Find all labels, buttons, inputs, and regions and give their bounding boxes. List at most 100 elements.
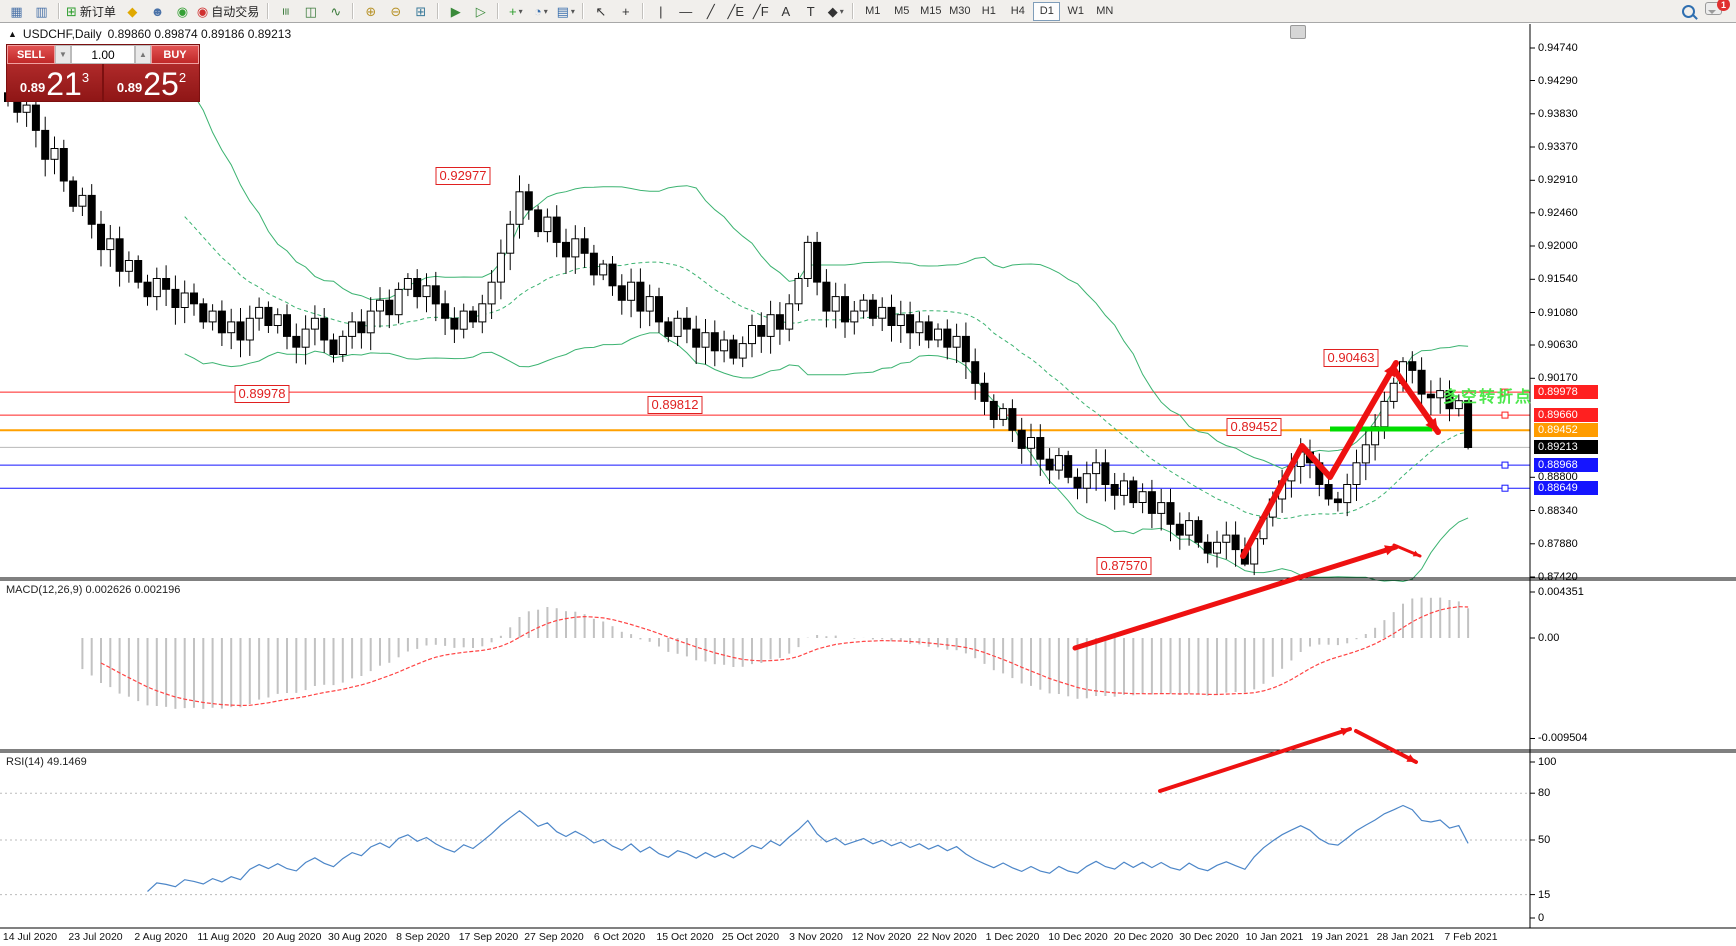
trendline-icon[interactable]: ╱ (706, 3, 715, 19)
hline-marker[interactable] (1501, 388, 1509, 396)
price-flag[interactable]: 0.92977 (435, 167, 491, 185)
auto-trading-label: 自动交易 (211, 4, 260, 19)
chevron-down-icon[interactable]: ▾ (839, 6, 844, 16)
timeframe-h1-button[interactable]: H1 (981, 5, 996, 17)
bollinger-middle-band (184, 216, 1469, 520)
bollinger-lower-band (184, 332, 1469, 583)
indicators-folder-icon[interactable]: ◆ (127, 3, 138, 19)
rsi-arrow-down[interactable] (1354, 729, 1418, 764)
macd-title: MACD(12,26,9) (6, 584, 83, 596)
timeframe-w1-button[interactable]: W1 (1067, 5, 1085, 17)
macd-axis-label: 0.00 (1538, 632, 1560, 644)
sell-price[interactable]: 0.89 21 3 (7, 64, 104, 101)
timeframe-mn-button[interactable]: MN (1096, 5, 1114, 17)
trend-arrow-down[interactable] (1390, 365, 1441, 435)
line-chart-type-icon[interactable]: ∿ (330, 3, 342, 19)
sell-price-point: 3 (81, 70, 90, 85)
search-icon[interactable] (1682, 4, 1695, 18)
date-axis-label: 10 Dec 2020 (1048, 931, 1108, 943)
crosshair-icon[interactable]: + (621, 3, 630, 19)
candles (4, 88, 1473, 576)
sell-price-pips: 21 (46, 66, 82, 103)
fibonacci-icon[interactable]: ╱F (752, 3, 769, 19)
date-axis-label: 28 Jan 2021 (1376, 931, 1435, 943)
market-watch-icon[interactable]: ▥ (35, 3, 48, 19)
toolbar-separator (497, 3, 500, 19)
charts-panel-icon[interactable]: ▦ (10, 3, 23, 19)
price-flag[interactable]: 0.87570 (1096, 557, 1152, 575)
auto-scroll-icon[interactable]: ▶ (450, 3, 461, 19)
notifications-icon[interactable]: 1 (1705, 0, 1730, 20)
tile-windows-icon[interactable]: ⊞ (415, 3, 427, 19)
periods-icon[interactable]: ◔ ▾ (533, 3, 548, 19)
timeframe-m1-button[interactable]: M1 (865, 5, 881, 17)
hline-marker[interactable] (1501, 484, 1509, 492)
signals-icon[interactable]: ◉ (176, 3, 189, 19)
buy-button[interactable]: BUY (151, 45, 199, 64)
price-axis-label: 0.87420 (1538, 571, 1578, 584)
horizontal-line-icon[interactable]: — (679, 3, 693, 19)
price-flag[interactable]: 0.89978 (234, 385, 290, 403)
rsi-arrow-up[interactable] (1158, 727, 1352, 793)
buy-price[interactable]: 0.89 25 2 (104, 64, 199, 101)
date-axis-label: 25 Oct 2020 (721, 931, 780, 943)
timeframe-d1-button[interactable]: D1 (1033, 1, 1061, 21)
price-axis-label: 0.88340 (1538, 504, 1578, 517)
chart-window-icon[interactable]: ☻ (150, 3, 165, 19)
lot-increase-button[interactable]: ▲ (135, 45, 151, 64)
price-level-badge: 0.89978 (1534, 385, 1598, 400)
vertical-line-icon[interactable]: | (659, 3, 663, 19)
candle-chart-type-icon[interactable]: ◫ (304, 3, 317, 19)
templates-icon[interactable]: ▤ ▾ (556, 3, 575, 19)
price-level-badge: 0.89452 (1534, 423, 1598, 438)
auto-trading-icon[interactable]: ◉ 自动交易 (196, 3, 260, 19)
timeframe-h4-button[interactable]: H4 (1010, 5, 1025, 17)
text-icon[interactable]: A (781, 3, 791, 19)
chart-shift-icon[interactable]: ▷ (475, 3, 486, 19)
macd-arrow-up[interactable] (1072, 544, 1399, 651)
hline-marker[interactable] (1501, 461, 1509, 469)
lot-decrease-button[interactable]: ▼ (55, 45, 71, 64)
date-axis-label: 30 Aug 2020 (328, 931, 387, 943)
symbol-period-label: USDCHF,Daily (22, 27, 102, 41)
zoom-out-icon[interactable]: ⊖ (390, 3, 402, 19)
price-flag[interactable]: 0.89452 (1226, 418, 1282, 436)
timeframe-m15-button[interactable]: M15 (920, 5, 942, 17)
cursor-icon[interactable]: ↖ (595, 3, 607, 19)
price-axis-label: 0.92460 (1538, 206, 1578, 219)
price-axis-label: 0.91080 (1538, 306, 1578, 319)
lot-size-input[interactable]: 1.00 (71, 45, 135, 64)
price-axis-label: 0.88800 (1538, 471, 1578, 484)
date-axis-label: 22 Nov 2020 (917, 931, 977, 943)
indicators-add-icon[interactable]: + ▾ (508, 3, 523, 19)
new-order-label: 新订单 (79, 4, 116, 19)
price-axis-label: 0.93370 (1538, 141, 1578, 153)
date-axis-label: 11 Aug 2020 (197, 931, 256, 943)
equidistant-channel-icon[interactable]: ╱E (727, 3, 745, 19)
hline-marker[interactable] (1501, 411, 1509, 419)
chevron-down-icon[interactable]: ▾ (570, 6, 575, 16)
text-label-icon[interactable]: T (806, 3, 815, 19)
price-flag[interactable]: 0.90463 (1323, 349, 1379, 367)
chevron-down-icon[interactable]: ▾ (543, 6, 548, 16)
timeframe-m30-button[interactable]: M30 (949, 5, 971, 17)
date-axis-label: 27 Sep 2020 (524, 931, 584, 943)
sell-button[interactable]: SELL (7, 45, 55, 64)
arrows-shapes-icon[interactable]: ◆ ▾ (827, 3, 844, 19)
trend-arrow-up[interactable] (1240, 360, 1399, 559)
price-flag[interactable]: 0.89812 (647, 396, 703, 414)
date-axis-label: 8 Sep 2020 (396, 931, 450, 943)
chevron-down-icon[interactable]: ▾ (518, 6, 523, 16)
new-order-icon[interactable]: ⊞ 新订单 (66, 3, 116, 19)
collapse-icon[interactable]: ▲ (8, 29, 17, 39)
timeframe-m5-button[interactable]: M5 (894, 5, 910, 17)
window-splitter-handle[interactable] (1290, 25, 1306, 39)
price-axis-label: 0.92000 (1538, 240, 1578, 253)
date-axis-label: 6 Oct 2020 (593, 931, 646, 943)
toolbar-separator (852, 3, 855, 19)
price-level-badge: 0.89660 (1534, 408, 1598, 423)
buy-price-pips: 25 (143, 66, 179, 103)
date-axis-label: 17 Sep 2020 (458, 931, 519, 943)
zoom-in-icon[interactable]: ⊕ (365, 3, 377, 19)
